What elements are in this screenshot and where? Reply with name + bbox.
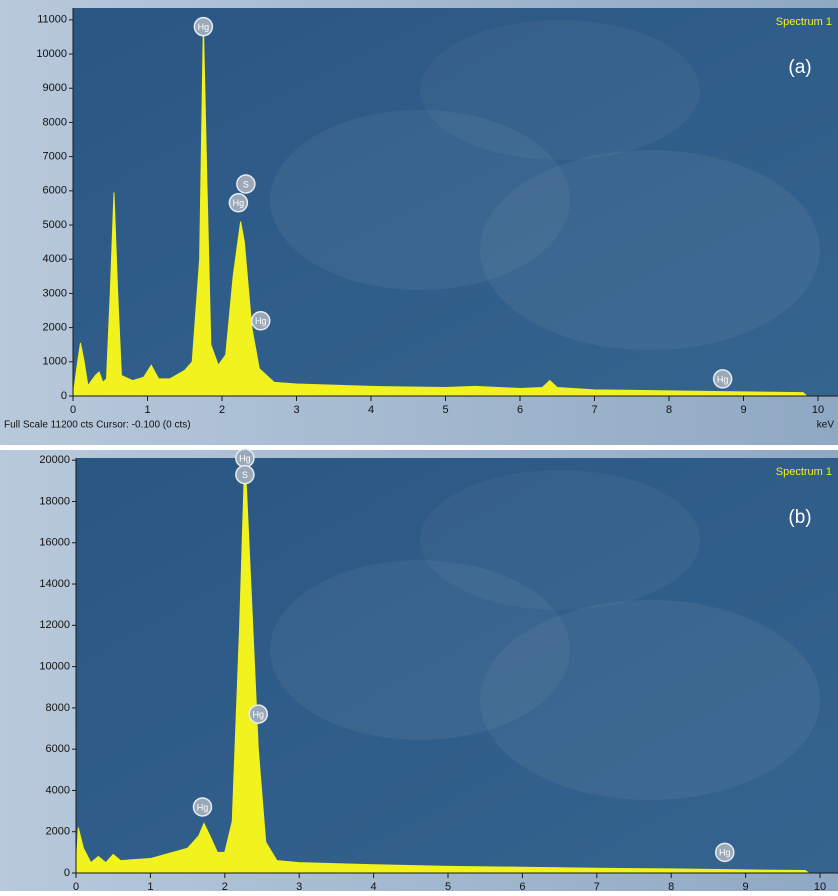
x-tick-label: 4 bbox=[368, 404, 374, 416]
x-tick-label: 1 bbox=[144, 404, 150, 416]
x-tick-label: 7 bbox=[591, 404, 597, 416]
y-tick-label: 4000 bbox=[46, 784, 70, 796]
y-tick-label: 8000 bbox=[46, 702, 70, 714]
y-tick-label: 12000 bbox=[39, 619, 70, 631]
y-tick-label: 3000 bbox=[43, 287, 67, 299]
peak-label: Hg bbox=[239, 454, 251, 464]
peak-label: S bbox=[242, 470, 248, 480]
peak-label: Hg bbox=[197, 802, 209, 812]
x-tick-label: 7 bbox=[594, 881, 600, 891]
panel-label: (a) bbox=[788, 57, 811, 78]
y-tick-label: 7000 bbox=[43, 151, 67, 163]
y-tick-label: 6000 bbox=[43, 185, 67, 197]
y-tick-label: 18000 bbox=[39, 495, 70, 507]
legend-label: Spectrum 1 bbox=[776, 466, 832, 478]
x-tick-label: 6 bbox=[517, 404, 523, 416]
page: Spectrum 1010002000300040005000600070008… bbox=[0, 0, 838, 891]
footer: Full Scale 11200 cts Cursor: -0.100 (0 c… bbox=[4, 420, 191, 431]
y-tick-label: 14000 bbox=[39, 578, 70, 590]
x-tick-label: 8 bbox=[668, 881, 674, 891]
x-tick-label: 2 bbox=[219, 404, 225, 416]
y-tick-label: 10000 bbox=[39, 661, 70, 673]
peak-label: S bbox=[243, 179, 249, 189]
x-tick-label: 8 bbox=[666, 404, 672, 416]
y-tick-label: 20000 bbox=[39, 454, 70, 466]
y-tick-label: 6000 bbox=[46, 743, 70, 755]
peak-label: Hg bbox=[253, 709, 265, 719]
x-tick-label: 4 bbox=[371, 881, 377, 891]
texture bbox=[480, 150, 820, 350]
legend-label: Spectrum 1 bbox=[776, 16, 832, 28]
x-tick-label: 1 bbox=[147, 881, 153, 891]
y-tick-label: 10000 bbox=[36, 48, 67, 60]
peak-label: Hg bbox=[233, 198, 245, 208]
y-tick-label: 0 bbox=[64, 867, 70, 879]
x-tick-label: 10 bbox=[812, 404, 824, 416]
y-tick-label: 8000 bbox=[43, 116, 67, 128]
y-tick-label: 0 bbox=[61, 390, 67, 402]
x-tick-label: 5 bbox=[442, 404, 448, 416]
x-tick-label: 6 bbox=[519, 881, 525, 891]
y-tick-label: 9000 bbox=[43, 82, 67, 94]
x-tick-label: 9 bbox=[740, 404, 746, 416]
chart-panel: Spectrum 1 0 1000 2000 3000 4000 5000 6000 7000 8… bbox=[0, 0, 838, 445]
texture bbox=[420, 470, 700, 610]
peak-label: Hg bbox=[717, 374, 729, 384]
y-tick-label: 5000 bbox=[43, 219, 67, 231]
y-tick-label: 1000 bbox=[43, 356, 67, 368]
x-tick-label: 0 bbox=[70, 404, 76, 416]
x-tick-label: 2 bbox=[222, 881, 228, 891]
y-tick-label: 2000 bbox=[46, 826, 70, 838]
peak-label: Hg bbox=[719, 848, 731, 858]
y-tick-label: 2000 bbox=[43, 322, 67, 334]
chart-panel: Spectrum 1020004000600080001000012000140… bbox=[0, 449, 838, 891]
texture bbox=[480, 600, 820, 800]
y-tick-label: 4000 bbox=[43, 253, 67, 265]
x-tick-label: 3 bbox=[293, 404, 299, 416]
x-tick-label: 10 bbox=[814, 881, 826, 891]
peak-label: Hg bbox=[255, 316, 267, 326]
texture bbox=[420, 20, 700, 160]
y-tick-label: 11000 bbox=[37, 14, 67, 26]
panel-label: (b) bbox=[788, 507, 811, 528]
x-axis-label: keV bbox=[817, 420, 835, 431]
x-tick-label: 0 bbox=[73, 881, 79, 891]
x-tick-label: 5 bbox=[445, 881, 451, 891]
x-tick-label: 9 bbox=[743, 881, 749, 891]
peak-label: Hg bbox=[198, 22, 210, 32]
y-tick-label: 16000 bbox=[39, 537, 70, 549]
figure: Spectrum 1010002000300040005000600070008… bbox=[0, 0, 838, 891]
x-tick-label: 3 bbox=[296, 881, 302, 891]
